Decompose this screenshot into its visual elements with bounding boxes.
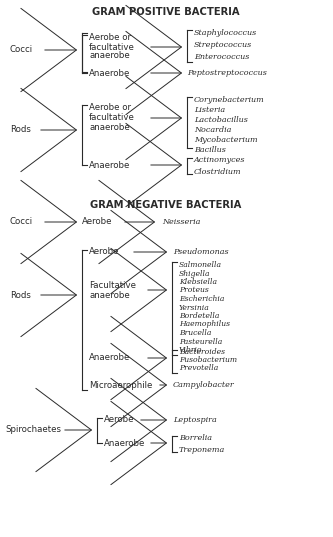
Text: Bacteroides: Bacteroides — [179, 348, 225, 356]
Text: GRAM NEGATIVE BACTERIA: GRAM NEGATIVE BACTERIA — [90, 200, 242, 210]
Text: anaerobe: anaerobe — [89, 292, 130, 301]
Text: anaerobe: anaerobe — [89, 52, 130, 61]
Text: Leptospira: Leptospira — [173, 416, 217, 424]
Text: Cocci: Cocci — [10, 46, 33, 54]
Text: Pasteurella: Pasteurella — [179, 337, 222, 345]
Text: Rods: Rods — [10, 126, 31, 134]
Text: Corynebacterium: Corynebacterium — [194, 96, 265, 104]
Text: Cocci: Cocci — [10, 217, 33, 227]
Text: Vibrio: Vibrio — [179, 346, 202, 354]
Text: Spirochaetes: Spirochaetes — [5, 425, 61, 434]
Text: Clostridium: Clostridium — [194, 168, 242, 176]
Text: Anaerobe: Anaerobe — [89, 161, 131, 170]
Text: Nocardia: Nocardia — [194, 126, 231, 134]
Text: Streptococcus: Streptococcus — [194, 41, 252, 49]
Text: Aerobe: Aerobe — [82, 217, 113, 227]
Text: Shigella: Shigella — [179, 270, 210, 278]
Text: Bacillus: Bacillus — [194, 146, 226, 154]
Text: facultative: facultative — [89, 113, 135, 122]
Text: Anaerobe: Anaerobe — [104, 439, 146, 447]
Text: Enterococcus: Enterococcus — [194, 53, 249, 61]
Text: Haemophilus: Haemophilus — [179, 321, 230, 329]
Text: Anaerobe: Anaerobe — [89, 69, 131, 77]
Text: Campylobacter: Campylobacter — [173, 381, 235, 389]
Text: Aerobe: Aerobe — [89, 248, 120, 257]
Text: Aerobe or: Aerobe or — [89, 33, 131, 42]
Text: Actinomyces: Actinomyces — [194, 156, 245, 164]
Text: Fusobacterium: Fusobacterium — [179, 356, 237, 364]
Text: Rods: Rods — [10, 291, 31, 300]
Text: Facultative: Facultative — [89, 280, 136, 289]
Text: Staphylococcus: Staphylococcus — [194, 29, 257, 37]
Text: Aerobe: Aerobe — [104, 416, 135, 425]
Text: facultative: facultative — [89, 42, 135, 52]
Text: Prevotella: Prevotella — [179, 364, 218, 372]
Text: Klebsiella: Klebsiella — [179, 278, 217, 286]
Text: Neisseria: Neisseria — [162, 218, 200, 226]
Text: Salmonella: Salmonella — [179, 261, 222, 269]
Text: Treponema: Treponema — [179, 446, 225, 454]
Text: Listeria: Listeria — [194, 106, 225, 114]
Text: Microaerophile: Microaerophile — [89, 381, 153, 389]
Text: Escherichia: Escherichia — [179, 295, 224, 303]
Text: Borrelia: Borrelia — [179, 434, 212, 442]
Text: Anaerobe: Anaerobe — [89, 353, 131, 362]
Text: Brucella: Brucella — [179, 329, 211, 337]
Text: Proteus: Proteus — [179, 287, 209, 294]
Text: Bordetella: Bordetella — [179, 312, 219, 320]
Text: Yersinia: Yersinia — [179, 303, 210, 311]
Text: Peptostreptococcus: Peptostreptococcus — [187, 69, 267, 77]
Text: GRAM POSITIVE BACTERIA: GRAM POSITIVE BACTERIA — [92, 7, 240, 17]
Text: Aerobe or: Aerobe or — [89, 104, 131, 112]
Text: anaerobe: anaerobe — [89, 124, 130, 133]
Text: Lactobacillus: Lactobacillus — [194, 116, 248, 124]
Text: Pseudomonas: Pseudomonas — [173, 248, 229, 256]
Text: Mycobacterium: Mycobacterium — [194, 136, 258, 144]
